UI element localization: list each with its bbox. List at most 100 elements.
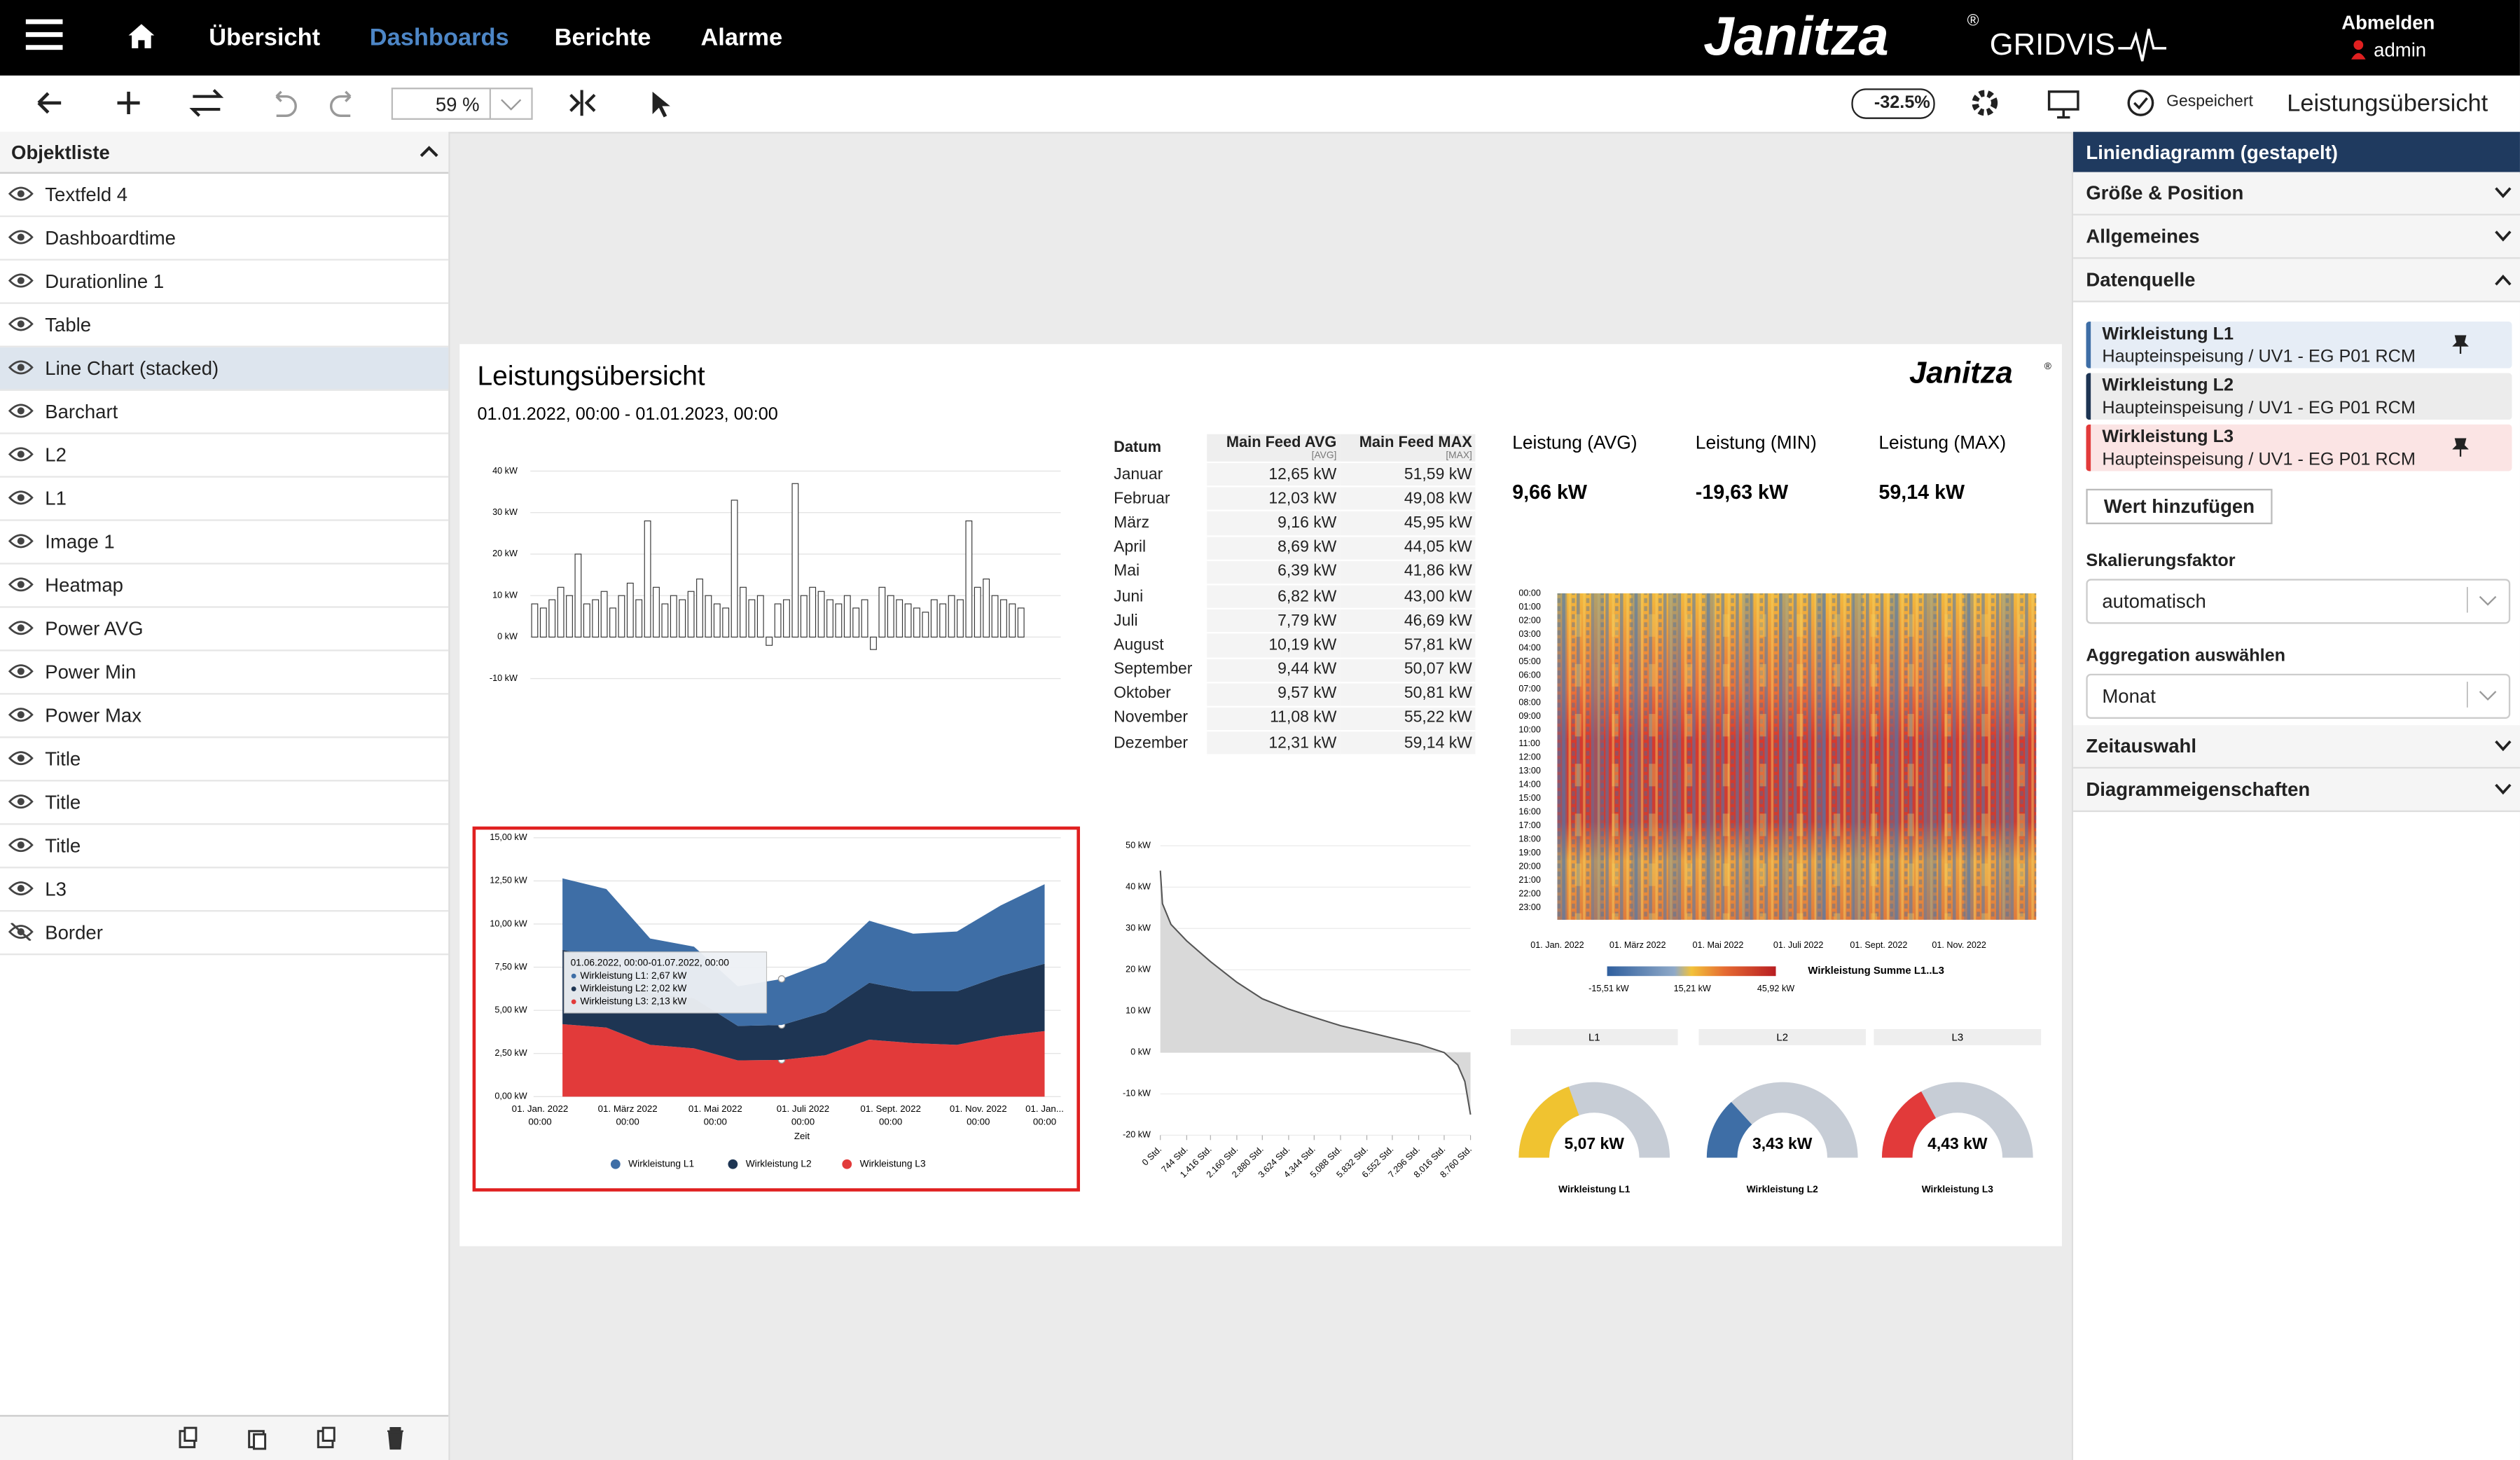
visibility-icon[interactable] xyxy=(8,185,34,202)
gauge-header xyxy=(1874,1028,2042,1045)
add-button[interactable] xyxy=(117,91,140,114)
visibility-icon[interactable] xyxy=(8,489,34,507)
object-name: Table xyxy=(45,313,92,336)
data-source[interactable]: Wirkleistung L3 Haupteinspeisung / UV1 - … xyxy=(2086,424,2512,471)
object-row[interactable]: L1 xyxy=(0,478,449,521)
table-header: Main Feed AVG [AVG] xyxy=(1207,434,1340,463)
delete-button[interactable] xyxy=(387,1426,403,1450)
object-row[interactable]: Power Max xyxy=(0,695,449,738)
nav-item[interactable]: Alarme xyxy=(700,24,783,52)
visibility-icon[interactable] xyxy=(8,706,34,724)
visibility-icon[interactable] xyxy=(8,793,34,811)
gauge-label: 5,07 kW xyxy=(1565,1134,1625,1152)
chevron[interactable] xyxy=(2494,273,2512,286)
chevron[interactable] xyxy=(2494,783,2512,796)
nav-item-active[interactable]: Dashboards xyxy=(369,24,509,52)
chevron[interactable] xyxy=(2494,230,2512,242)
object-row[interactable]: Power Min xyxy=(0,652,449,695)
heatmap-hour: 18:00 xyxy=(1518,834,1541,843)
visibility-icon[interactable] xyxy=(8,923,34,941)
scaling-select[interactable]: automatisch xyxy=(2086,579,2511,624)
add-value-button[interactable]: Wert hinzufügen xyxy=(2086,488,2273,525)
object-row[interactable]: L3 xyxy=(0,868,449,912)
object-row[interactable]: Table xyxy=(0,304,449,347)
data-source[interactable]: Wirkleistung L2 Haupteinspeisung / UV1 - … xyxy=(2086,373,2512,420)
visibility-icon[interactable] xyxy=(8,359,34,376)
select-button[interactable] xyxy=(652,91,670,118)
object-row[interactable]: Title xyxy=(0,738,449,782)
object-row[interactable]: Barchart xyxy=(0,391,449,434)
chevron[interactable] xyxy=(2494,186,2512,199)
heatmap-hour: 02:00 xyxy=(1518,615,1541,625)
object-row[interactable]: Heatmap xyxy=(0,565,449,608)
bar xyxy=(983,578,990,638)
save-status: Gespeichert xyxy=(2166,93,2253,111)
collapse-icon[interactable] xyxy=(420,143,439,159)
source-name: Wirkleistung L2 xyxy=(2102,376,2234,396)
heatmap-hour: 16:00 xyxy=(1518,806,1541,816)
visibility-icon[interactable] xyxy=(8,446,34,463)
visibility-icon[interactable] xyxy=(8,619,34,637)
pin-icon[interactable] xyxy=(2452,334,2469,354)
bar xyxy=(679,599,686,638)
visibility-icon[interactable] xyxy=(8,315,34,333)
visibility-icon[interactable] xyxy=(8,750,34,767)
object-row[interactable]: Durationline 1 xyxy=(0,261,449,304)
visibility-icon[interactable] xyxy=(8,402,34,420)
visibility-icon[interactable] xyxy=(8,663,34,680)
object-row[interactable]: Title xyxy=(0,781,449,825)
brand: Janitza xyxy=(1703,6,1889,68)
settings-button[interactable] xyxy=(1972,90,1998,116)
heatmap-hour: 00:00 xyxy=(1518,588,1541,598)
chevron[interactable] xyxy=(2494,740,2512,752)
object-row[interactable]: Title xyxy=(0,825,449,869)
properties-title: Liniendiagramm (gestapelt) xyxy=(2086,141,2338,165)
home-icon[interactable] xyxy=(127,22,155,50)
table-row: März 9,16 kW 45,95 kW xyxy=(1110,511,1476,537)
property-section[interactable]: Größe & Position xyxy=(2073,172,2520,216)
object-row[interactable]: Image 1 xyxy=(0,521,449,565)
object-row[interactable]: Border xyxy=(0,911,449,956)
visibility-icon[interactable] xyxy=(8,576,34,593)
object-name: Line Chart (stacked) xyxy=(45,357,219,380)
bar xyxy=(566,595,573,638)
object-row[interactable]: Dashboardtime xyxy=(0,217,449,261)
zoom-box[interactable] xyxy=(391,88,533,120)
brand-mark: ® xyxy=(1967,13,1979,31)
bar xyxy=(1009,603,1016,638)
object-row[interactable]: Textfeld 4 xyxy=(0,174,449,217)
visibility-icon[interactable] xyxy=(8,532,34,550)
property-section[interactable]: Zeitauswahl xyxy=(2073,725,2520,769)
aggregation-select[interactable]: Monat xyxy=(2086,673,2511,719)
visibility-icon[interactable] xyxy=(8,879,34,897)
back-button[interactable] xyxy=(37,92,62,114)
visibility-icon[interactable] xyxy=(8,836,34,854)
menu-icon[interactable] xyxy=(25,19,64,52)
data-source[interactable]: Wirkleistung L1 Haupteinspeisung / UV1 - … xyxy=(2086,322,2512,369)
y-tick-label: 5,00 kW xyxy=(494,1005,527,1014)
heatmap-hour: 03:00 xyxy=(1518,629,1541,639)
nav-item[interactable]: Berichte xyxy=(554,24,651,52)
property-section[interactable]: Allgemeines xyxy=(2073,215,2520,259)
redo-button[interactable] xyxy=(329,90,352,117)
zoom-arrow[interactable] xyxy=(501,99,522,111)
nav-item[interactable]: Übersicht xyxy=(209,24,321,52)
pin-icon[interactable] xyxy=(2452,437,2469,457)
object-name: L3 xyxy=(45,878,67,901)
object-row[interactable]: L2 xyxy=(0,434,449,478)
property-section[interactable]: Datenquelle xyxy=(2073,259,2520,303)
property-section[interactable]: Diagrammeigenschaften xyxy=(2073,769,2520,813)
object-row[interactable]: Line Chart (stacked) xyxy=(0,347,449,391)
swap-button[interactable] xyxy=(189,89,224,117)
undo-button[interactable] xyxy=(275,90,297,117)
visibility-icon[interactable] xyxy=(8,228,34,246)
visibility-icon[interactable] xyxy=(8,272,34,289)
load-badge[interactable]: -32.5% xyxy=(1851,88,1935,119)
data-table: Datum Main Feed AVG [AVG] Main Feed MAX [MAX… xyxy=(1110,434,1476,757)
fit-button[interactable] xyxy=(569,90,596,116)
table-cell: 7,79 kW xyxy=(1207,609,1340,635)
user: admin xyxy=(2374,39,2427,62)
object-row[interactable]: Power AVG xyxy=(0,608,449,652)
logout[interactable]: Abmelden xyxy=(2341,11,2435,34)
heatmap-hour: 22:00 xyxy=(1518,888,1541,898)
